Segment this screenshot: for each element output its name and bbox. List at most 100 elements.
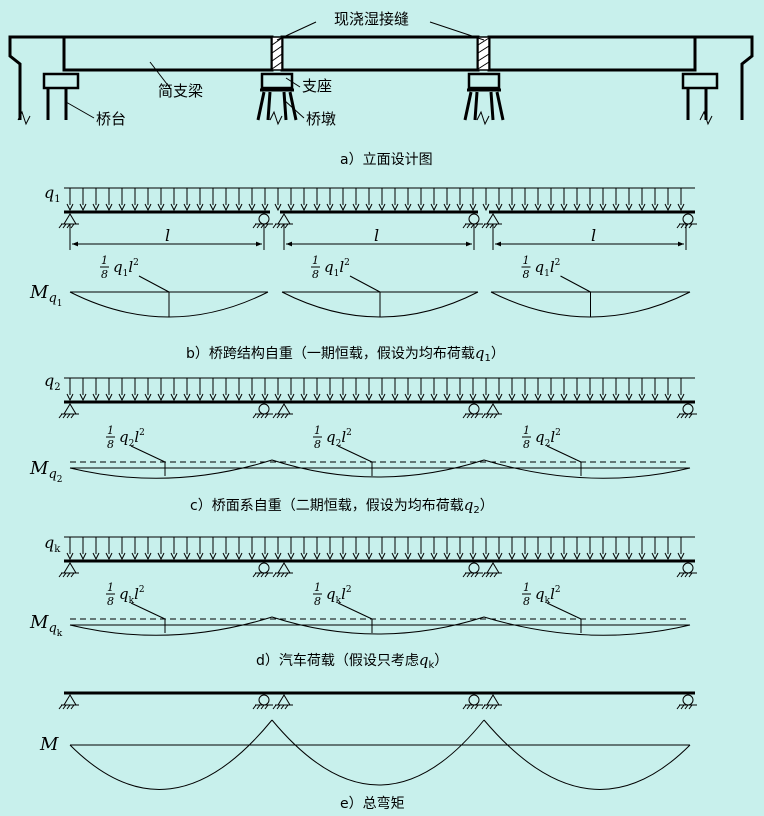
supports-d bbox=[58, 562, 697, 578]
load-arrow bbox=[378, 378, 386, 402]
load-arrow bbox=[144, 188, 152, 212]
load-arrow bbox=[521, 378, 529, 402]
max-moment-label: 18 qkl2 bbox=[106, 581, 145, 608]
load-arrow bbox=[261, 188, 269, 212]
svg-text:8: 8 bbox=[107, 438, 114, 451]
load-arrow bbox=[404, 537, 412, 561]
moment-label-c: Mq2 bbox=[29, 458, 63, 485]
svg-text:1: 1 bbox=[523, 581, 530, 594]
load-arrow bbox=[144, 537, 152, 561]
load-arrow bbox=[157, 378, 165, 402]
max-moment-label: 18 q1l2 bbox=[311, 254, 350, 281]
distributed-load-arrows-qk bbox=[66, 537, 685, 561]
roller-support-icon bbox=[252, 403, 273, 419]
svg-text:8: 8 bbox=[314, 595, 321, 608]
load-arrow bbox=[105, 537, 113, 561]
roller-support-icon bbox=[462, 694, 483, 710]
load-arrow bbox=[222, 188, 230, 212]
load-arrow bbox=[560, 378, 568, 402]
supports-e bbox=[58, 694, 697, 710]
wet-joint-2 bbox=[477, 36, 490, 71]
load-arrow bbox=[599, 188, 607, 212]
load-arrow bbox=[378, 537, 386, 561]
load-arrow bbox=[625, 188, 633, 212]
load-arrow bbox=[547, 188, 555, 212]
svg-text:8: 8 bbox=[312, 268, 319, 281]
wet-joint-1 bbox=[271, 36, 283, 71]
load-arrow bbox=[79, 378, 87, 402]
panel-b: q1 l l l Mq1 18 q1l2 18 q1l2 18 q1l2 b）桥跨结构自重… bbox=[29, 183, 697, 364]
load-arrow bbox=[534, 378, 542, 402]
load-arrow bbox=[274, 188, 282, 212]
load-arrow bbox=[66, 378, 74, 402]
load-arrow bbox=[612, 537, 620, 561]
load-arrow bbox=[105, 378, 113, 402]
load-arrow bbox=[222, 537, 230, 561]
load-arrow bbox=[183, 537, 191, 561]
right-abutment bbox=[681, 35, 754, 126]
svg-text:8: 8 bbox=[523, 268, 530, 281]
roller-support-icon bbox=[676, 403, 697, 419]
pin-support-icon bbox=[272, 403, 293, 419]
svg-text:1: 1 bbox=[107, 424, 114, 437]
total-moment-diagram bbox=[69, 719, 691, 790]
load-arrow bbox=[261, 378, 269, 402]
load-arrow bbox=[79, 188, 87, 212]
load-arrow bbox=[560, 188, 568, 212]
pier-2 bbox=[463, 72, 505, 126]
load-arrow bbox=[235, 188, 243, 212]
load-arrow bbox=[391, 378, 399, 402]
load-arrow bbox=[157, 537, 165, 561]
load-arrow bbox=[287, 378, 295, 402]
load-arrow bbox=[131, 537, 139, 561]
svg-text:8: 8 bbox=[101, 268, 108, 281]
load-arrow bbox=[92, 378, 100, 402]
load-label-qk: qk bbox=[44, 533, 61, 555]
load-arrow bbox=[183, 378, 191, 402]
svg-text:q2l2: q2l2 bbox=[326, 428, 352, 449]
load-arrow bbox=[430, 537, 438, 561]
load-arrow bbox=[456, 378, 464, 402]
pin-support-icon bbox=[481, 694, 502, 710]
max-moment-label: 18 q1l2 bbox=[521, 254, 560, 281]
load-arrow bbox=[365, 188, 373, 212]
load-arrow bbox=[443, 378, 451, 402]
svg-text:1: 1 bbox=[314, 424, 321, 437]
load-arrow bbox=[131, 378, 139, 402]
caption-a: a）立面设计图 bbox=[340, 152, 433, 168]
caption-e: e）总弯矩 bbox=[340, 795, 405, 812]
pin-support-icon bbox=[58, 562, 79, 578]
moment-label-d: Mqk bbox=[29, 612, 63, 639]
load-arrow bbox=[521, 188, 529, 212]
load-arrow bbox=[209, 188, 217, 212]
abutment-label: 桥台 bbox=[96, 110, 126, 128]
load-arrow bbox=[430, 378, 438, 402]
load-arrow bbox=[521, 537, 529, 561]
load-arrow bbox=[235, 378, 243, 402]
load-arrow bbox=[92, 537, 100, 561]
load-arrow bbox=[235, 537, 243, 561]
load-arrow bbox=[638, 537, 646, 561]
load-arrow bbox=[339, 537, 347, 561]
load-label-q2: q2 bbox=[44, 371, 61, 393]
load-arrow bbox=[651, 537, 659, 561]
moment-label-e: M bbox=[39, 734, 59, 755]
load-arrow bbox=[352, 188, 360, 212]
load-arrow bbox=[157, 188, 165, 212]
caption-d: d）汽车荷载（假设只考虑qk） bbox=[256, 651, 448, 671]
moment-diagram-c: 18 q2l2 18 q2l2 18 q2l2 bbox=[69, 424, 691, 479]
span-label-1: l bbox=[165, 226, 170, 245]
svg-text:8: 8 bbox=[523, 438, 530, 451]
load-arrow bbox=[66, 537, 74, 561]
simple-beam-label: 简支梁 bbox=[158, 82, 203, 100]
distributed-load-arrows-q1 bbox=[66, 188, 685, 212]
svg-text:qkl2: qkl2 bbox=[119, 585, 145, 606]
load-arrow bbox=[378, 188, 386, 212]
max-moment-label: 18 qkl2 bbox=[313, 581, 352, 608]
roller-support-icon bbox=[252, 694, 273, 710]
load-arrow bbox=[599, 537, 607, 561]
svg-text:8: 8 bbox=[523, 595, 530, 608]
pier-1 bbox=[256, 72, 298, 126]
load-arrow bbox=[456, 188, 464, 212]
svg-text:8: 8 bbox=[314, 438, 321, 451]
